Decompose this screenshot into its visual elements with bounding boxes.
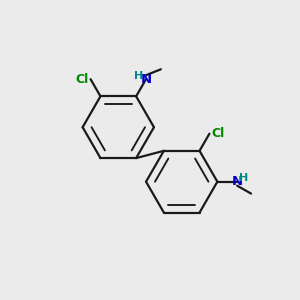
Text: H: H bbox=[239, 173, 249, 183]
Text: Cl: Cl bbox=[212, 127, 225, 140]
Text: H: H bbox=[134, 71, 144, 81]
Text: N: N bbox=[140, 73, 152, 86]
Text: Cl: Cl bbox=[75, 73, 88, 86]
Text: N: N bbox=[232, 175, 243, 188]
